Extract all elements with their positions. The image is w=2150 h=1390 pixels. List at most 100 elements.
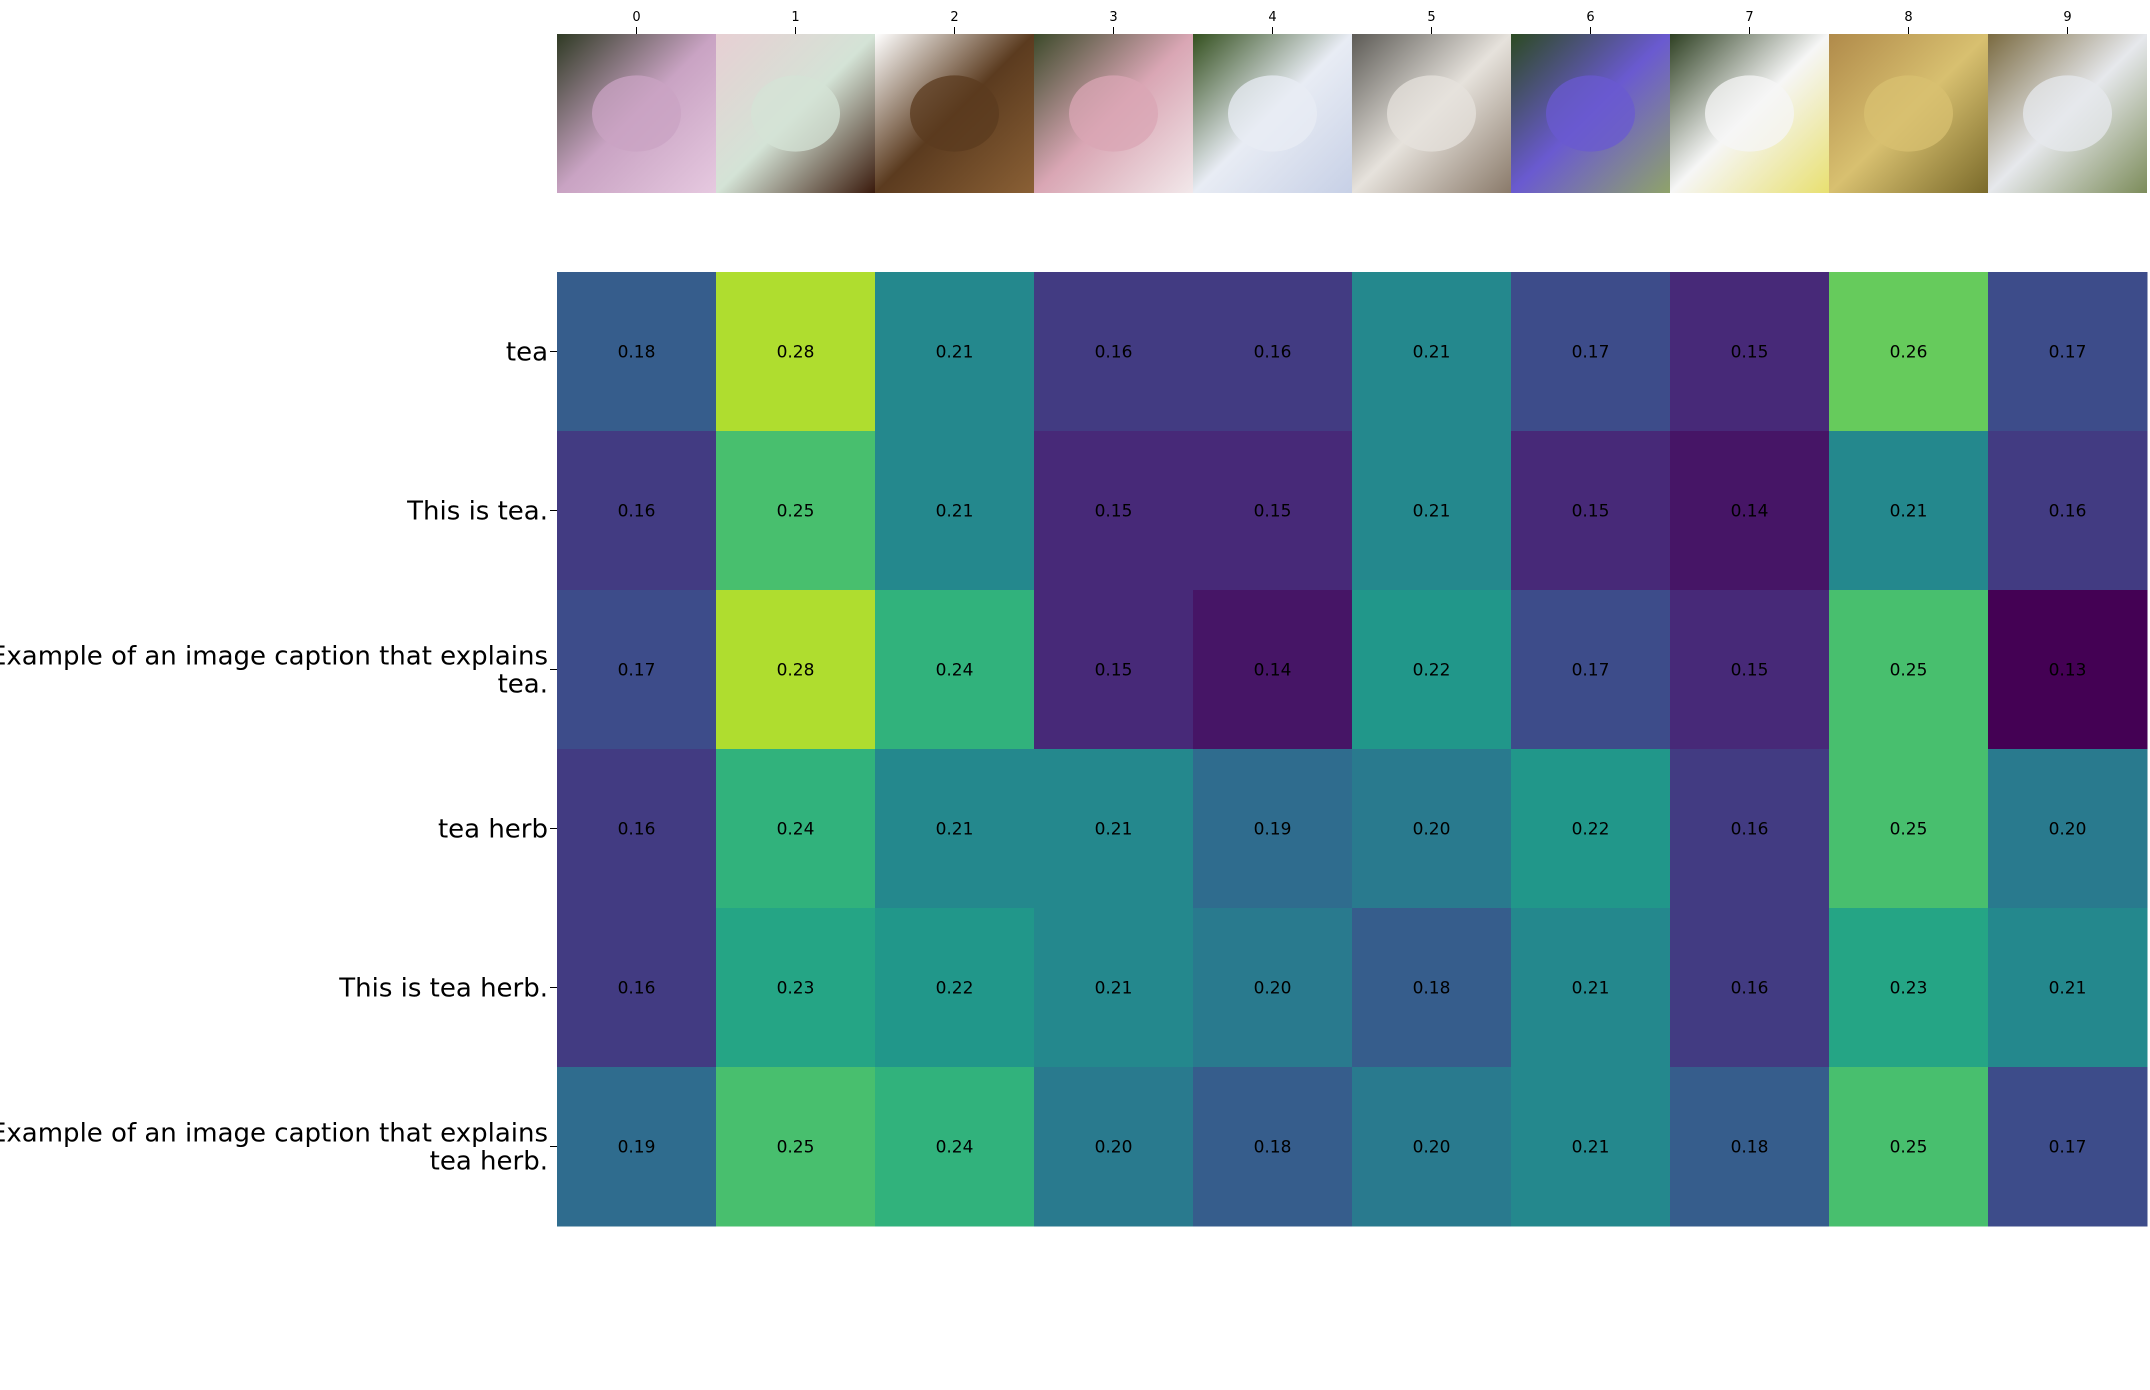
heatmap-cell	[1670, 1067, 1830, 1227]
y-tick-label: Example of an image caption that explain…	[0, 1119, 548, 1177]
cell-value-label: 0.16	[1254, 343, 1292, 363]
thumbnail-subject-shape	[1068, 75, 1159, 152]
cell-value-label: 0.22	[936, 979, 974, 999]
x-tick-label: 1	[791, 10, 799, 25]
heatmap-cell	[1988, 908, 2148, 1068]
heatmap-cell	[1193, 431, 1353, 591]
y-tick-label: tea herb	[438, 815, 548, 845]
image-thumbnail-8	[1829, 34, 1988, 193]
cell-value-label: 0.15	[1254, 502, 1292, 522]
heatmap-cell	[716, 272, 876, 432]
heatmap-cell	[875, 272, 1035, 432]
cell-value-label: 0.15	[1572, 502, 1610, 522]
cell-value-label: 0.15	[1731, 343, 1769, 363]
x-axis-ticks: 0 1 2 3 4 5 6 7 8 9	[632, 10, 2072, 34]
heatmap-cell	[1034, 1067, 1194, 1227]
cell-value-label: 0.24	[777, 820, 815, 840]
y-tick-label: Example of an image caption that explain…	[0, 642, 548, 700]
x-tick-label: 5	[1427, 10, 1435, 25]
cell-value-label: 0.16	[1095, 343, 1133, 363]
cell-value-label: 0.17	[618, 661, 656, 681]
heatmap-cell	[875, 908, 1035, 1068]
image-thumbnail-4	[1193, 34, 1352, 193]
cell-value-label: 0.16	[618, 979, 656, 999]
cell-value-label: 0.17	[1572, 343, 1610, 363]
image-thumbnail-1	[716, 34, 875, 193]
y-tick-label: tea	[506, 338, 548, 368]
heatmap-cell	[557, 590, 717, 750]
heatmap-cell	[1829, 272, 1989, 432]
image-thumbnail-row	[557, 34, 2147, 193]
cell-value-label: 0.21	[1413, 343, 1451, 363]
heatmap-cell	[1511, 431, 1671, 591]
heatmap-cell	[875, 431, 1035, 591]
thumbnail-subject-shape	[750, 75, 841, 152]
heatmap-cell	[1670, 749, 1830, 909]
cell-value-label: 0.21	[1413, 502, 1451, 522]
x-tick-label: 3	[1109, 10, 1117, 25]
x-tick-label: 4	[1268, 10, 1276, 25]
cell-value-label: 0.21	[936, 343, 974, 363]
cell-value-label: 0.25	[1890, 661, 1928, 681]
cell-value-label: 0.28	[777, 661, 815, 681]
cell-value-label: 0.18	[1254, 1138, 1292, 1158]
thumbnail-subject-shape	[1704, 75, 1795, 152]
cell-value-label: 0.23	[777, 979, 815, 999]
heatmap-cell	[875, 1067, 1035, 1227]
heatmap-cell	[1511, 749, 1671, 909]
heatmap-cell	[1352, 1067, 1512, 1227]
cell-value-label: 0.22	[1572, 820, 1610, 840]
heatmap-cell	[1352, 908, 1512, 1068]
cell-value-label: 0.17	[2049, 1138, 2087, 1158]
heatmap-cell	[1988, 1067, 2148, 1227]
heatmap-cell	[1988, 590, 2148, 750]
cell-value-label: 0.16	[2049, 502, 2087, 522]
heatmap-cell	[716, 1067, 876, 1227]
cell-value-label: 0.21	[1890, 502, 1928, 522]
heatmap-cell	[1670, 908, 1830, 1068]
cell-value-label: 0.21	[1095, 979, 1133, 999]
heatmap-cell	[1034, 431, 1194, 591]
cell-value-label: 0.25	[777, 502, 815, 522]
thumbnail-subject-shape	[909, 75, 1000, 152]
cell-value-label: 0.15	[1731, 661, 1769, 681]
heatmap-cell	[716, 590, 876, 750]
thumbnail-subject-shape	[1227, 75, 1318, 152]
thumbnail-subject-shape	[1863, 75, 1954, 152]
heatmap-cell	[1670, 272, 1830, 432]
cell-value-label: 0.16	[1731, 820, 1769, 840]
cell-value-label: 0.18	[1731, 1138, 1769, 1158]
heatmap-cell	[1511, 590, 1671, 750]
heatmap-cell	[1034, 590, 1194, 750]
heatmap-cell	[557, 431, 717, 591]
heatmap-cell	[716, 908, 876, 1068]
cell-value-label: 0.14	[1731, 502, 1769, 522]
x-tick-label: 0	[632, 10, 640, 25]
y-axis-ticks: tea This is tea. Example of an image capti…	[0, 338, 557, 1177]
thumbnail-subject-shape	[1545, 75, 1636, 152]
heatmap-cell	[1829, 1067, 1989, 1227]
cell-value-label: 0.21	[1095, 820, 1133, 840]
heatmap-cell	[1670, 431, 1830, 591]
x-tick-label: 6	[1586, 10, 1594, 25]
cell-value-label: 0.14	[1254, 661, 1292, 681]
heatmap-cell	[1352, 431, 1512, 591]
heatmap-cell	[716, 749, 876, 909]
y-tick-label: This is tea herb.	[338, 974, 548, 1004]
cell-value-label: 0.21	[936, 820, 974, 840]
heatmap-cell	[1988, 431, 2148, 591]
heatmap-cell	[1193, 272, 1353, 432]
cell-value-label: 0.18	[1413, 979, 1451, 999]
heatmap-cell	[1829, 590, 1989, 750]
cell-value-label: 0.22	[1413, 661, 1451, 681]
image-thumbnail-9	[1988, 34, 2147, 193]
cell-value-label: 0.17	[2049, 343, 2087, 363]
heatmap-cell	[1511, 272, 1671, 432]
cell-value-label: 0.16	[1731, 979, 1769, 999]
cell-value-label: 0.16	[618, 502, 656, 522]
cell-value-label: 0.13	[2049, 661, 2087, 681]
cell-value-label: 0.28	[777, 343, 815, 363]
heatmap-cells: 0.18 0.28 0.21 0.16 0.16 0.21 0.17 0.15 0.26 0.17…	[557, 272, 2148, 1227]
image-thumbnail-7	[1670, 34, 1829, 193]
